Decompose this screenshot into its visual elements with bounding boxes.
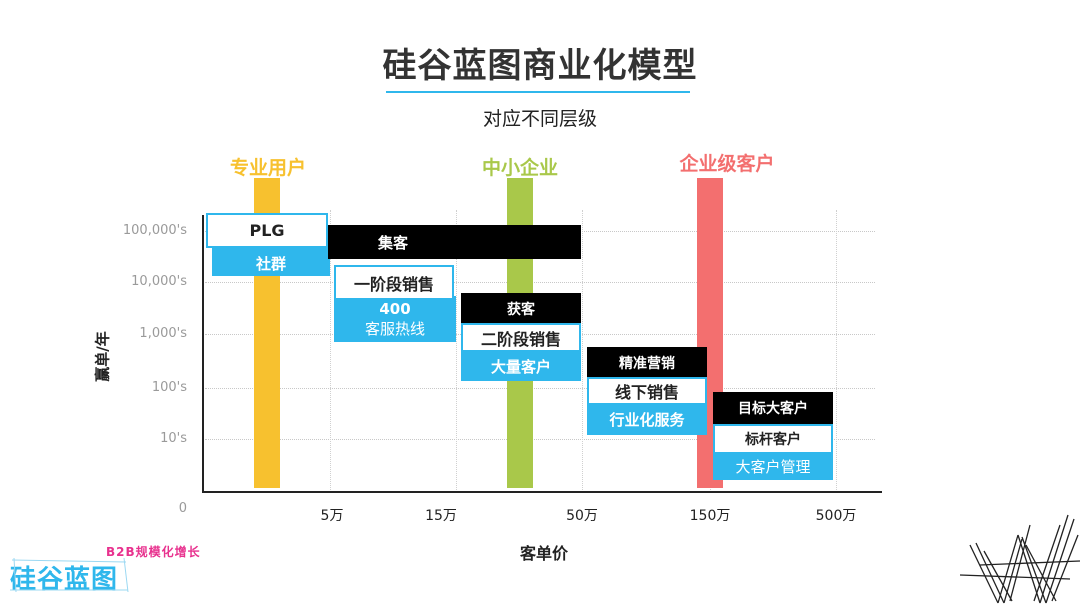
plg-community-label: 社群 [255, 254, 286, 273]
title-underline [386, 91, 690, 93]
stage1-hotline-box: 400 客服热线 [334, 296, 456, 342]
stage1-sales-label: 一阶段销售 [353, 274, 434, 294]
stage4-key-account-label: 大客户管理 [735, 457, 811, 476]
y-tick-100: 100's [151, 380, 187, 395]
x-tick-150w: 150万 [689, 508, 731, 524]
y-tick-10: 10's [160, 431, 187, 446]
y-tick-10000: 10,000's [131, 274, 187, 289]
stage4-benchmark-label: 标杆客户 [745, 432, 801, 448]
stage4-benchmark-box: 标杆客户 [713, 424, 833, 454]
x-tick-5w: 5万 [320, 508, 344, 524]
vgrid-5w [330, 210, 331, 492]
brand-logo-sketch [10, 557, 129, 593]
stage2-sales-box: 二阶段销售 [461, 323, 581, 352]
grid-line-100 [205, 388, 875, 389]
plg-community-box: 社群 [212, 246, 330, 276]
stage2-customers-box: 大量客户 [461, 351, 581, 381]
grid-line-10 [205, 439, 875, 440]
segment-label-pro-user: 专业用户 [229, 157, 306, 179]
grid-line-10000 [205, 282, 875, 283]
vgrid-15w [456, 210, 457, 492]
plg-label: PLG [249, 221, 285, 240]
y-tick-100000: 100,000's [122, 223, 187, 238]
segment-label-smb: 中小企业 [481, 157, 558, 179]
x-tick-15w: 15万 [425, 508, 457, 524]
x-tick-50w: 50万 [566, 508, 598, 524]
vgrid-50w [582, 210, 583, 492]
brand-tagline: B2B规模化增长 [106, 545, 201, 559]
y-axis-line [202, 215, 204, 493]
stage2-sales-label: 二阶段销售 [480, 329, 561, 349]
vgrid-500w [836, 210, 837, 492]
stage2-customers-label: 大量客户 [490, 357, 551, 376]
y-axis-title: 赢单/年 [93, 331, 112, 382]
segment-label-enterprise: 企业级客户 [679, 153, 775, 175]
w-sketch-icon [960, 514, 1080, 604]
stage3-offline-label: 线下销售 [614, 383, 679, 402]
stage3-industry-label: 行业化服务 [609, 410, 685, 429]
x-tick-500w: 500万 [815, 508, 857, 524]
stage2-acquisition-label: 获客 [507, 302, 535, 318]
lead-gen-bar: 集客 [328, 225, 581, 259]
page-title: 硅谷蓝图商业化模型 [382, 46, 698, 86]
stage4-target-label: 目标大客户 [738, 401, 808, 417]
plg-box: PLG [206, 213, 328, 248]
stage3-marketing-label: 精准营销 [619, 356, 675, 372]
y-tick-1000: 1,000's [139, 326, 187, 341]
stage1-hotline-label: 客服热线 [364, 320, 425, 338]
stage3-offline-box: 线下销售 [587, 377, 707, 405]
stage4-key-account-box: 大客户管理 [713, 452, 833, 480]
x-axis-title: 客单价 [519, 544, 568, 563]
stage4-target-box: 目标大客户 [713, 392, 833, 424]
x-axis-line [202, 491, 882, 493]
y-tick-0: 0 [178, 501, 187, 516]
stage1-hotline-number: 400 [379, 300, 411, 318]
stage1-sales-box: 一阶段销售 [334, 265, 454, 300]
stage3-industry-box: 行业化服务 [587, 403, 707, 435]
stage2-acquisition-box: 获客 [461, 293, 581, 325]
page-subtitle: 对应不同层级 [482, 108, 597, 130]
stage3-marketing-box: 精准营销 [587, 347, 707, 379]
lead-gen-label: 集客 [378, 233, 409, 252]
